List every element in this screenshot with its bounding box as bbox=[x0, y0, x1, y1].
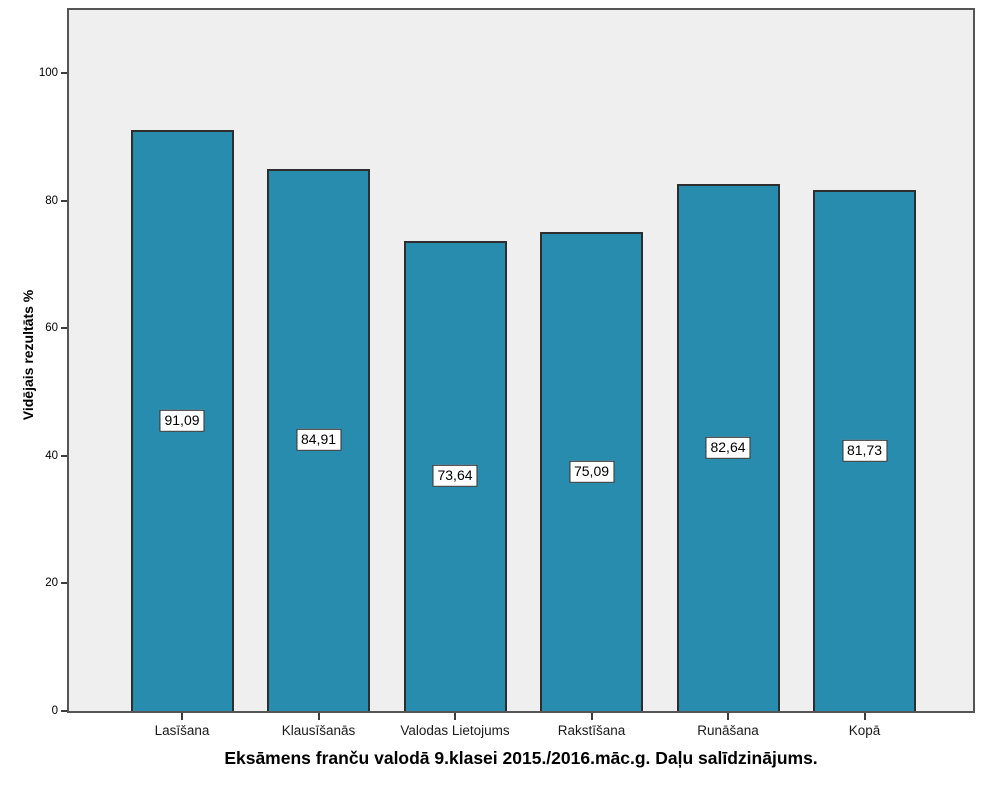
x-tick-label-2: Valodas Lietojums bbox=[400, 723, 510, 738]
x-tick-mark-4 bbox=[727, 713, 729, 720]
y-tick-label-4: 80 bbox=[45, 195, 58, 207]
x-tick-mark-0 bbox=[181, 713, 183, 720]
y-tick-mark-4 bbox=[61, 200, 67, 202]
x-tick-label-3: Rakstīšana bbox=[557, 723, 626, 738]
x-tick-mark-3 bbox=[590, 713, 593, 720]
chart-title: Eksāmens franču valodā 9.klasei 2015./20… bbox=[224, 748, 818, 768]
x-tick-mark-5 bbox=[863, 713, 866, 720]
x-tick-mark-2 bbox=[454, 713, 456, 720]
y-tick-mark-0 bbox=[61, 710, 67, 712]
plot-area: 91,09 84,91 73,64 75,09 82,64 81,73 bbox=[67, 8, 975, 713]
x-tick-mark-1 bbox=[317, 713, 320, 720]
y-axis-title: Vidējais rezultāts % bbox=[20, 289, 36, 421]
x-tick-label-5: Kopā bbox=[848, 723, 881, 738]
bar-value-label-5: 81,73 bbox=[841, 439, 888, 462]
y-tick-label-0: 0 bbox=[51, 705, 58, 717]
y-tick-mark-1 bbox=[61, 582, 67, 584]
y-tick-label-3: 60 bbox=[45, 322, 58, 334]
bar-value-label-1: 84,91 bbox=[295, 428, 342, 452]
y-tick-label-2: 40 bbox=[45, 450, 58, 462]
bar-value-label-4: 82,64 bbox=[705, 436, 751, 459]
y-tick-mark-3 bbox=[61, 327, 67, 329]
y-tick-label-1: 20 bbox=[45, 577, 58, 589]
x-tick-label-0: Lasīšana bbox=[154, 723, 210, 738]
bar-value-label-2: 73,64 bbox=[432, 464, 478, 488]
x-tick-label-4: Runāšana bbox=[697, 723, 759, 738]
bar-value-label-3: 75,09 bbox=[568, 460, 615, 483]
y-tick-mark-2 bbox=[61, 455, 67, 457]
y-tick-label-5: 100 bbox=[38, 67, 58, 79]
y-tick-mark-5 bbox=[61, 72, 67, 74]
x-tick-label-1: Klausīšanās bbox=[281, 723, 356, 738]
bar-value-label-0: 91,09 bbox=[159, 409, 205, 432]
